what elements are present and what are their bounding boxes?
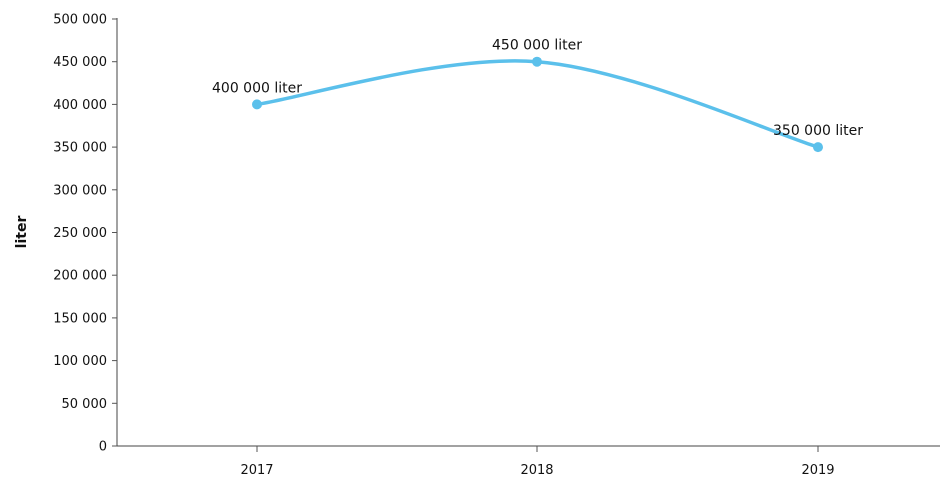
series-line bbox=[255, 59, 820, 149]
y-tick-label: 50 000 bbox=[62, 397, 108, 412]
x-tick-label: 2019 bbox=[801, 463, 834, 478]
y-tick-label: 200 000 bbox=[53, 269, 107, 284]
data-point bbox=[813, 142, 823, 153]
y-tick-label: 250 000 bbox=[53, 226, 107, 241]
y-tick-label: 500 000 bbox=[53, 13, 107, 28]
y-axis-ticks: 0 50 000 100 000 150 000 200 000 250 000 300 0… bbox=[53, 13, 117, 455]
data-label: 400 000 liter bbox=[212, 80, 302, 96]
y-tick-label: 100 000 bbox=[53, 354, 107, 369]
y-tick-label: 0 bbox=[99, 440, 107, 455]
y-tick-label: 150 000 bbox=[53, 311, 107, 326]
data-label: 450 000 liter bbox=[492, 38, 582, 54]
data-point bbox=[532, 56, 542, 67]
y-tick-label: 400 000 bbox=[53, 98, 107, 113]
x-tick-label: 2018 bbox=[520, 463, 553, 478]
data-label: 350 000 liter bbox=[773, 123, 863, 139]
y-tick-label: 300 000 bbox=[53, 183, 107, 198]
y-axis-title: liter bbox=[14, 216, 30, 249]
y-tick-label: 350 000 bbox=[53, 141, 107, 156]
x-tick-label: 2017 bbox=[240, 463, 273, 478]
y-tick-label: 450 000 bbox=[53, 55, 107, 70]
data-point bbox=[252, 99, 262, 110]
series-layer: 400 000 liter 450 000 liter 350 000 liter bbox=[212, 38, 863, 153]
x-axis-ticks: 2017 2018 2019 bbox=[240, 446, 835, 478]
